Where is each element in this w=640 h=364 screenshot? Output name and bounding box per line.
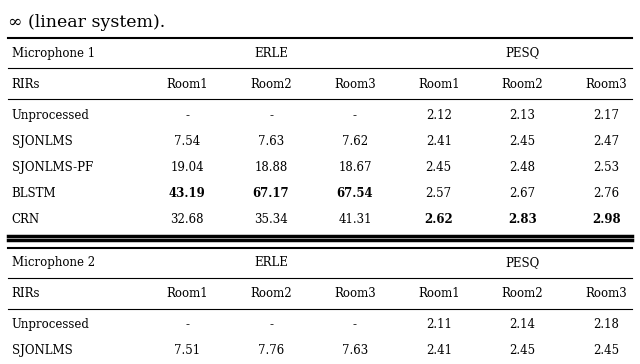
Text: 2.12: 2.12 [426,109,452,122]
Text: Room2: Room2 [250,287,292,300]
Text: RIRs: RIRs [12,78,40,91]
Text: 2.41: 2.41 [426,135,452,148]
Text: Room3: Room3 [334,78,376,91]
Text: Room3: Room3 [334,287,376,300]
Text: 2.17: 2.17 [593,109,620,122]
Text: -: - [269,109,273,122]
Text: SJONLMS-PF: SJONLMS-PF [12,161,93,174]
Text: -: - [185,109,189,122]
Text: Room2: Room2 [502,287,543,300]
Text: 7.63: 7.63 [258,135,284,148]
Text: 2.62: 2.62 [424,213,453,226]
Text: 2.45: 2.45 [509,344,536,357]
Text: -: - [185,318,189,331]
Text: 19.04: 19.04 [170,161,204,174]
Text: 7.54: 7.54 [174,135,200,148]
Text: 2.47: 2.47 [593,135,620,148]
Text: -: - [353,109,357,122]
Text: SJONLMS: SJONLMS [12,135,72,148]
Text: 35.34: 35.34 [254,213,288,226]
Text: 2.18: 2.18 [593,318,620,331]
Text: Microphone 1: Microphone 1 [12,47,95,60]
Text: Room1: Room1 [166,287,208,300]
Text: 2.14: 2.14 [509,318,536,331]
Text: Room2: Room2 [502,78,543,91]
Text: 2.45: 2.45 [593,344,620,357]
Text: SJONLMS: SJONLMS [12,344,72,357]
Text: Room1: Room1 [418,287,460,300]
Text: 7.63: 7.63 [342,344,368,357]
Text: 2.53: 2.53 [593,161,620,174]
Text: 2.57: 2.57 [426,187,452,200]
Text: 2.45: 2.45 [509,135,536,148]
Text: Room3: Room3 [586,287,627,300]
Text: ERLE: ERLE [254,47,288,60]
Text: 18.67: 18.67 [338,161,372,174]
Text: ERLE: ERLE [254,256,288,269]
Text: ∞ (linear system).: ∞ (linear system). [8,14,165,31]
Text: 41.31: 41.31 [338,213,372,226]
Text: 43.19: 43.19 [169,187,205,200]
Text: CRN: CRN [12,213,40,226]
Text: Unprocessed: Unprocessed [12,318,90,331]
Text: Room1: Room1 [418,78,460,91]
Text: 2.11: 2.11 [426,318,452,331]
Text: 7.76: 7.76 [258,344,284,357]
Text: Microphone 2: Microphone 2 [12,256,95,269]
Text: -: - [269,318,273,331]
Text: 2.98: 2.98 [592,213,621,226]
Text: 7.62: 7.62 [342,135,368,148]
Text: PESQ: PESQ [506,256,540,269]
Text: 67.54: 67.54 [337,187,373,200]
Text: 2.67: 2.67 [509,187,536,200]
Text: -: - [353,318,357,331]
Text: Room3: Room3 [586,78,627,91]
Text: 2.41: 2.41 [426,344,452,357]
Text: 2.45: 2.45 [426,161,452,174]
Text: 18.88: 18.88 [255,161,287,174]
Text: 67.17: 67.17 [253,187,289,200]
Text: 2.83: 2.83 [508,213,537,226]
Text: Unprocessed: Unprocessed [12,109,90,122]
Text: BLSTM: BLSTM [12,187,56,200]
Text: 2.48: 2.48 [509,161,536,174]
Text: PESQ: PESQ [506,47,540,60]
Text: 2.76: 2.76 [593,187,620,200]
Text: 7.51: 7.51 [174,344,200,357]
Text: RIRs: RIRs [12,287,40,300]
Text: 32.68: 32.68 [170,213,204,226]
Text: 2.13: 2.13 [509,109,536,122]
Text: Room1: Room1 [166,78,208,91]
Text: Room2: Room2 [250,78,292,91]
